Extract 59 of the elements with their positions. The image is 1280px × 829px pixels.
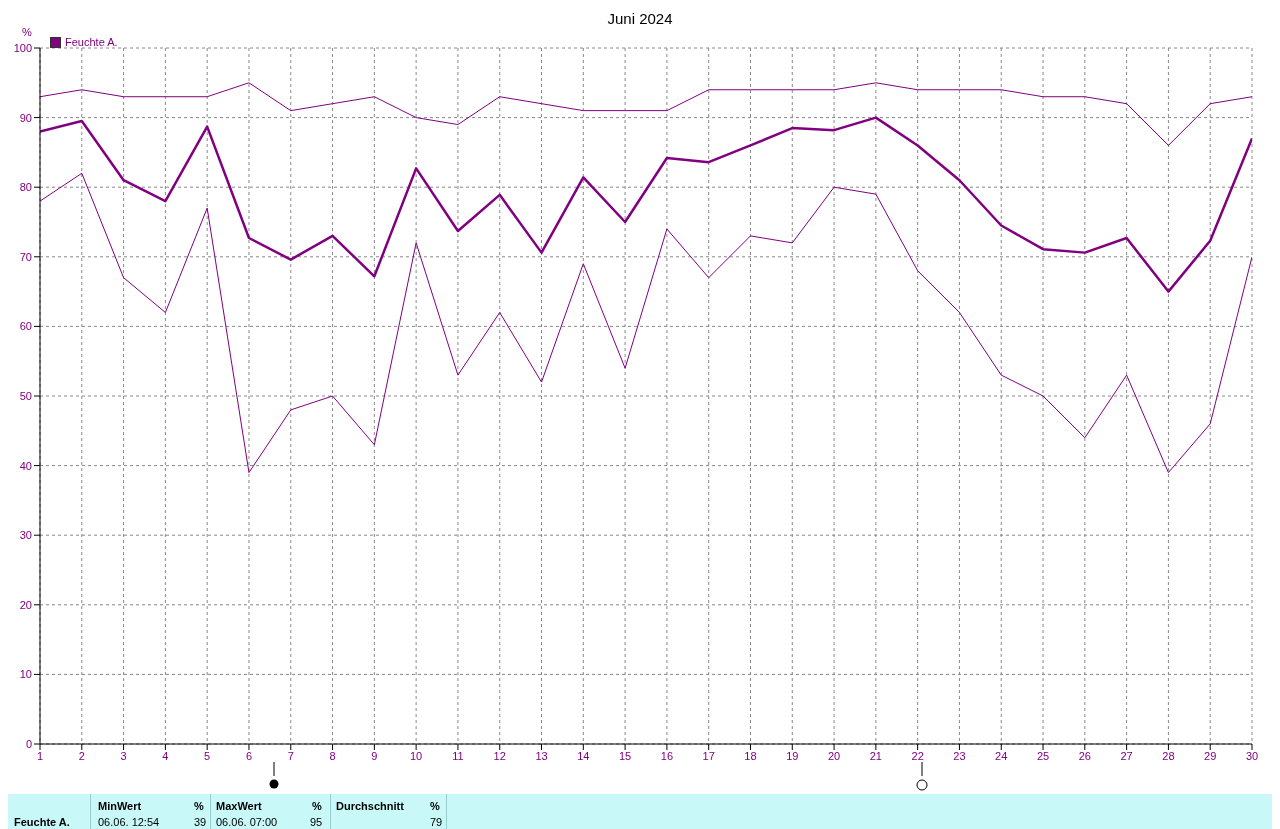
text: 79: [430, 816, 443, 828]
x-tick-label: 30: [1245, 749, 1259, 762]
text: Feuchte A.: [14, 816, 70, 828]
x-tick-label: 6: [245, 749, 253, 762]
x-tick-label: 14: [577, 749, 590, 762]
x-tick-label: 26: [1078, 749, 1091, 762]
line-series: [40, 172, 1252, 474]
y-tick-label: 70: [19, 250, 32, 263]
x-tick-label: 2: [78, 749, 85, 762]
text: 95: [310, 816, 323, 828]
x-tick-label: 24: [995, 749, 1008, 762]
text: MinWert: [98, 800, 142, 812]
x-tick-label: 8: [329, 749, 336, 762]
y-tick-label: 40: [19, 459, 32, 472]
line-series: [40, 116, 1252, 293]
x-tick-label: 19: [786, 749, 799, 762]
x-tick-label: 13: [535, 749, 548, 762]
x-tick-label: 28: [1162, 749, 1175, 762]
chart-title: Juni 2024: [606, 10, 674, 27]
x-tick-label: 25: [1036, 749, 1050, 762]
x-tick-label: 12: [493, 749, 506, 762]
x-tick-label: 1: [36, 749, 44, 762]
x-tick-label: 22: [911, 749, 924, 762]
y-tick-label: 100: [13, 41, 32, 54]
y-tick-label: 0: [25, 737, 32, 750]
line-series: [40, 82, 1252, 146]
y-tick-label: 20: [19, 598, 32, 611]
y-tick-label: 80: [19, 181, 32, 194]
text: %: [194, 800, 204, 812]
x-tick-label: 10: [410, 749, 423, 762]
text: MaxWert: [216, 800, 262, 812]
x-tick-label: 7: [287, 749, 294, 762]
text: 39: [194, 816, 207, 828]
x-tick-label: 16: [660, 749, 674, 762]
text: Durchschnitt: [336, 800, 404, 812]
x-tick-label: 27: [1120, 749, 1133, 762]
text: %: [430, 800, 440, 812]
text: 06.06. 07:00: [216, 816, 278, 828]
x-tick-label: 18: [744, 749, 757, 762]
y-tick-label: 10: [19, 668, 32, 681]
x-tick-label: 4: [162, 749, 169, 762]
legend-label: Feuchte A.: [64, 36, 118, 48]
x-tick-label: 5: [204, 749, 211, 762]
x-tick-label: 23: [953, 749, 966, 762]
x-tick-label: 20: [827, 749, 841, 762]
y-tick-label: 30: [19, 529, 32, 542]
text: 06.06. 12:54: [98, 816, 160, 828]
y-tick-label: 50: [19, 389, 32, 402]
x-tick-label: 9: [371, 749, 378, 762]
x-tick-label: 15: [618, 749, 632, 762]
y-axis-title: %: [22, 26, 32, 38]
y-tick-label: 90: [19, 111, 32, 124]
x-tick-label: 17: [702, 749, 715, 762]
x-tick-label: 21: [869, 749, 882, 762]
x-tick-label: 11: [452, 749, 464, 762]
y-tick-label: 60: [19, 320, 32, 333]
text: %: [312, 800, 322, 812]
x-tick-label: 29: [1204, 749, 1217, 762]
x-tick-label: 3: [120, 749, 127, 762]
